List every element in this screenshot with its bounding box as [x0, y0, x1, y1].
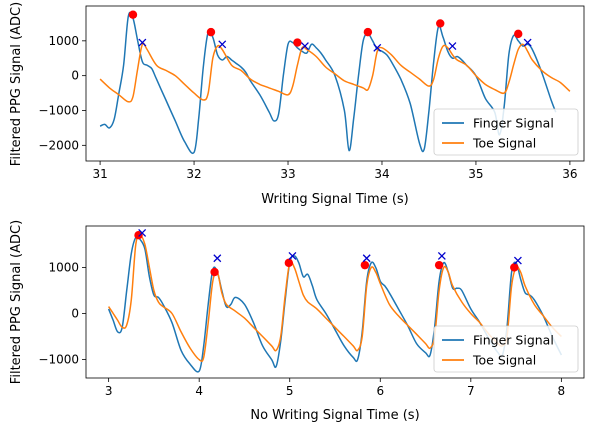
axes-frame — [85, 5, 585, 162]
y-tick-label: −1000 — [38, 103, 79, 117]
axes-frame — [85, 225, 585, 379]
chart-writing: 31 32 33 34 35 36 −2000 −1000 0 1000 Writing Sign… — [9, 2, 585, 207]
legend-item: Toe Signal — [442, 136, 536, 151]
peak-marker-red — [434, 260, 444, 270]
peak-marker-red — [210, 267, 219, 277]
legend-label: Finger Signal — [473, 333, 554, 348]
x-axis-label: No Writing Signal Time (s) — [250, 408, 419, 423]
x-tick-label: 6 — [376, 384, 384, 398]
x-tick-label: 3 — [105, 384, 113, 398]
peak-marker-x — [218, 40, 227, 49]
series-line-toe — [107, 234, 562, 363]
legend-item: Finger Signal — [442, 116, 554, 131]
peak-markers — [134, 228, 522, 277]
y-axis-label: Filtered PPG Signal (ADC) — [9, 2, 24, 166]
legend-label: Toe Signal — [472, 353, 536, 368]
x-tick-label: 7 — [467, 384, 475, 398]
y-tick-label: −2000 — [38, 138, 79, 152]
legend-box — [433, 325, 579, 373]
peak-markers — [128, 10, 532, 52]
legend-label: Finger Signal — [473, 116, 554, 131]
x-tick-label: 34 — [374, 167, 389, 181]
peak-marker-x — [448, 42, 457, 51]
peak-marker-red — [128, 10, 138, 19]
x-axis-label: Writing Signal Time (s) — [261, 192, 409, 207]
peak-marker-red — [206, 27, 216, 37]
series-lines — [107, 234, 563, 373]
legend-item: Toe Signal — [442, 353, 536, 368]
peak-marker-red — [134, 231, 143, 240]
peak-marker-red — [363, 27, 373, 37]
x-tick-label: 33 — [280, 167, 295, 181]
legend-item: Finger Signal — [442, 333, 554, 348]
peak-marker-x — [138, 228, 147, 237]
peak-marker-red — [514, 29, 523, 39]
x-tick-label: 36 — [562, 167, 577, 181]
legend: Finger Signal Toe Signal — [433, 108, 579, 156]
y-tick-label: 0 — [71, 307, 79, 321]
peak-marker-x — [213, 254, 222, 263]
x-tick-label: 35 — [468, 167, 483, 181]
y-axis-label: Filtered PPG Signal (ADC) — [9, 220, 24, 384]
peak-marker-x — [288, 251, 297, 260]
x-tick-label: 8 — [558, 384, 566, 398]
x-tick-label: 32 — [186, 167, 201, 181]
legend-label: Toe Signal — [472, 136, 536, 151]
series-line-toe — [99, 42, 571, 103]
peak-marker-x — [138, 38, 147, 47]
peak-marker-x — [373, 43, 382, 52]
axis-ticks: 3 4 5 6 7 8 −1000 0 1000 — [38, 260, 565, 398]
peak-marker-x — [300, 42, 309, 51]
peak-marker-red — [360, 260, 370, 270]
peak-marker-red — [293, 38, 302, 47]
peak-marker-x — [523, 38, 532, 47]
x-tick-label: 5 — [286, 384, 294, 398]
peak-marker-red — [284, 258, 294, 268]
peak-marker-red — [510, 263, 519, 272]
y-tick-label: −1000 — [38, 353, 79, 367]
x-tick-label: 4 — [195, 384, 203, 398]
x-tick-label: 31 — [92, 167, 107, 181]
y-tick-label: 1000 — [48, 34, 79, 48]
chart-no-writing: 3 4 5 6 7 8 −1000 0 1000 No Writing Signal Time … — [9, 220, 585, 423]
legend: Finger Signal Toe Signal — [433, 325, 579, 373]
axis-ticks: 31 32 33 34 35 36 −2000 −1000 0 1000 — [38, 34, 577, 181]
peak-marker-x — [362, 254, 371, 263]
peak-marker-x — [513, 256, 522, 265]
legend-box — [433, 108, 579, 156]
y-tick-label: 1000 — [48, 260, 79, 274]
y-tick-label: 0 — [71, 69, 79, 83]
series-lines — [99, 11, 571, 154]
peak-marker-x — [437, 251, 446, 260]
peak-marker-red — [436, 19, 445, 28]
